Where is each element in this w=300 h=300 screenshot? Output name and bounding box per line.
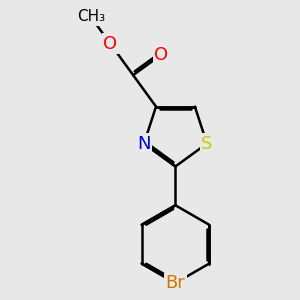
Text: O: O bbox=[154, 46, 169, 64]
Text: O: O bbox=[103, 35, 117, 53]
Text: Br: Br bbox=[166, 274, 185, 292]
Text: N: N bbox=[137, 135, 151, 153]
Text: S: S bbox=[201, 135, 213, 153]
Text: CH₃: CH₃ bbox=[77, 9, 105, 24]
